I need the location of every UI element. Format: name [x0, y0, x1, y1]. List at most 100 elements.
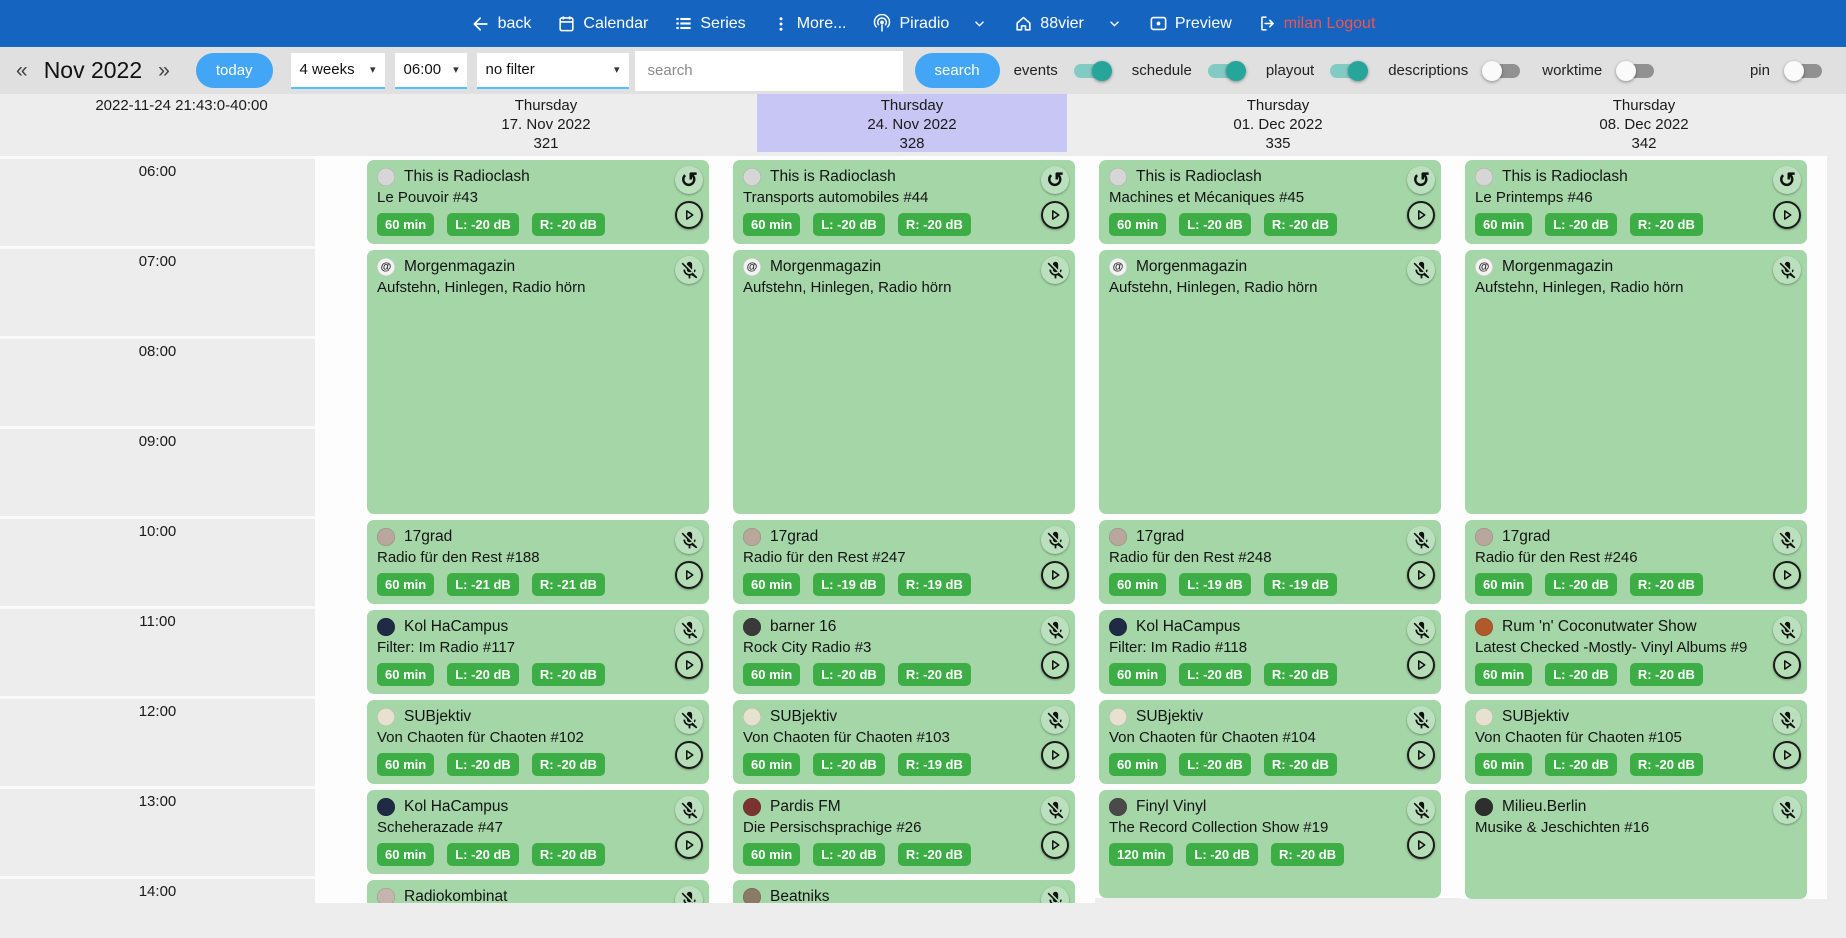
- toggle-playout-switch[interactable]: [1330, 60, 1369, 81]
- prev-month-button[interactable]: «: [16, 58, 28, 82]
- event-card[interactable]: Pardis FM Die Persischsprachige #26 60 m…: [733, 790, 1075, 874]
- nav-calendar[interactable]: Calendar: [557, 14, 648, 33]
- back-button[interactable]: back: [471, 14, 531, 34]
- play-button[interactable]: [1041, 831, 1069, 859]
- channel-menu[interactable]: 88vier: [1014, 14, 1084, 33]
- mic-off-icon: [681, 621, 697, 638]
- next-month-button[interactable]: »: [158, 58, 170, 82]
- nav-series[interactable]: Series: [674, 14, 746, 33]
- channel-dropdown-chevron[interactable]: [1106, 15, 1123, 32]
- event-card[interactable]: This is Radioclash Machines et Mécanique…: [1099, 160, 1441, 244]
- event-card[interactable]: This is Radioclash Transports automobile…: [733, 160, 1075, 244]
- event-card[interactable]: Beatniks: [733, 880, 1075, 903]
- play-triangle-icon: [1052, 570, 1060, 580]
- station-menu[interactable]: Piradio: [872, 13, 949, 34]
- toggle-group-schedule: schedule: [1132, 60, 1246, 81]
- play-button[interactable]: [1041, 561, 1069, 589]
- time-label: 10:00: [138, 523, 177, 540]
- play-button[interactable]: [1407, 201, 1435, 229]
- day-column-header-current[interactable]: Thursday 24. Nov 2022 328: [757, 94, 1067, 152]
- badge-row: 60 min L: -20 dB R: -20 dB: [743, 843, 1075, 866]
- toggle-descriptions-switch[interactable]: [1482, 60, 1521, 81]
- play-button[interactable]: [675, 741, 703, 769]
- play-button[interactable]: [1407, 741, 1435, 769]
- level-left-badge: L: -20 dB: [447, 843, 519, 866]
- event-card[interactable]: Kol HaCampus Scheherazade #47 60 min L: -…: [367, 790, 709, 874]
- play-button[interactable]: [1407, 561, 1435, 589]
- play-button[interactable]: [675, 651, 703, 679]
- toggle-schedule-switch[interactable]: [1207, 60, 1246, 81]
- event-card[interactable]: 17grad Radio für den Rest #188 60 min L: …: [367, 520, 709, 604]
- nav-more[interactable]: More...: [772, 15, 846, 33]
- level-right-badge: R: -20 dB: [897, 213, 971, 236]
- time-label: 12:00: [138, 703, 177, 720]
- play-button[interactable]: [1773, 201, 1801, 229]
- filter-select[interactable]: no filter ▾: [476, 52, 629, 89]
- event-card[interactable]: 17grad Radio für den Rest #248 60 min L: …: [1099, 520, 1441, 604]
- event-card[interactable]: Finyl Vinyl The Record Collection Show #…: [1099, 790, 1441, 898]
- duration-badge: 120 min: [1109, 843, 1174, 866]
- range-select[interactable]: 4 weeks ▾: [290, 52, 385, 89]
- play-button[interactable]: [1773, 561, 1801, 589]
- toggle-pin-switch[interactable]: [1784, 60, 1822, 81]
- badge-row: 60 min L: -20 dB R: -20 dB: [743, 663, 1075, 686]
- search-button[interactable]: search: [914, 53, 1000, 88]
- event-card[interactable]: Radiokombinat: [367, 880, 709, 903]
- day-column-header[interactable]: Thursday 17. Nov 2022 321: [391, 94, 701, 152]
- event-card[interactable]: This is Radioclash Le Printemps #46 60 m…: [1465, 160, 1807, 244]
- toggle-events-switch[interactable]: [1073, 60, 1112, 81]
- event-card[interactable]: 17grad Radio für den Rest #246 60 min L: …: [1465, 520, 1807, 604]
- event-card[interactable]: SUBjektiv Von Chaoten für Chaoten #103 6…: [733, 700, 1075, 784]
- play-button[interactable]: [1407, 831, 1435, 859]
- search-input[interactable]: [634, 50, 903, 91]
- day-column-header[interactable]: Thursday 01. Dec 2022 335: [1123, 94, 1433, 152]
- event-card[interactable]: Rum 'n' Coconutwater Show Latest Checked…: [1465, 610, 1807, 694]
- event-card[interactable]: SUBjektiv Von Chaoten für Chaoten #105 6…: [1465, 700, 1807, 784]
- event-card[interactable]: @ Morgenmagazin Aufstehn, Hinlegen, Radi…: [367, 250, 709, 514]
- duration-badge: 60 min: [1109, 213, 1167, 236]
- event-card[interactable]: barner 16 Rock City Radio #3 60 min L: -2…: [733, 610, 1075, 694]
- event-card[interactable]: Milieu.Berlin Musike & Jeschichten #16: [1465, 790, 1807, 899]
- day-header-date: 17. Nov 2022: [501, 116, 591, 133]
- play-button[interactable]: [1041, 741, 1069, 769]
- play-button[interactable]: [1773, 651, 1801, 679]
- level-right-badge: R: -20 dB: [1629, 753, 1703, 776]
- start-time-select[interactable]: 06:00 ▾: [394, 52, 467, 89]
- event-card[interactable]: @ Morgenmagazin Aufstehn, Hinlegen, Radi…: [1465, 250, 1807, 514]
- toggle-pin-label: pin: [1749, 62, 1770, 79]
- station-dropdown-chevron[interactable]: [971, 15, 988, 32]
- event-card[interactable]: SUBjektiv Von Chaoten für Chaoten #104 6…: [1099, 700, 1441, 784]
- play-button[interactable]: [1041, 201, 1069, 229]
- day-column-header[interactable]: Thursday 08. Dec 2022 342: [1489, 94, 1799, 152]
- event-card[interactable]: SUBjektiv Von Chaoten für Chaoten #102 6…: [367, 700, 709, 784]
- toggle-worktime-switch[interactable]: [1616, 60, 1655, 81]
- preview-button[interactable]: Preview: [1149, 14, 1232, 33]
- play-button[interactable]: [675, 831, 703, 859]
- today-button[interactable]: today: [195, 53, 273, 88]
- logout-button[interactable]: milan Logout: [1258, 14, 1375, 33]
- switch-knob: [1091, 60, 1112, 81]
- badge-row: 60 min L: -20 dB R: -20 dB: [377, 753, 709, 776]
- event-card[interactable]: Kol HaCampus Filter: Im Radio #117 60 mi…: [367, 610, 709, 694]
- event-card[interactable]: This is Radioclash Le Pouvoir #43 60 min…: [367, 160, 709, 244]
- mic-off-icon: [1413, 261, 1429, 278]
- event-card[interactable]: @ Morgenmagazin Aufstehn, Hinlegen, Radi…: [733, 250, 1075, 514]
- play-button[interactable]: [1407, 651, 1435, 679]
- hour-gridline: [0, 336, 315, 339]
- duration-badge: 60 min: [1109, 573, 1167, 596]
- play-button[interactable]: [1773, 741, 1801, 769]
- event-card[interactable]: @ Morgenmagazin Aufstehn, Hinlegen, Radi…: [1099, 250, 1441, 514]
- hour-gridline: [0, 606, 315, 609]
- event-card[interactable]: Kol HaCampus Filter: Im Radio #118 60 mi…: [1099, 610, 1441, 694]
- play-button[interactable]: [1041, 651, 1069, 679]
- play-button[interactable]: [675, 561, 703, 589]
- play-button[interactable]: [675, 201, 703, 229]
- level-right-badge: R: -20 dB: [1629, 663, 1703, 686]
- event-card[interactable]: 17grad Radio für den Rest #247 60 min L: …: [733, 520, 1075, 604]
- show-name: SUBjektiv: [1136, 707, 1204, 725]
- badge-row: 60 min L: -20 dB R: -20 dB: [377, 213, 709, 236]
- episode-title: Von Chaoten für Chaoten #102: [377, 729, 584, 746]
- hour-gridline: [0, 786, 315, 789]
- duration-badge: 60 min: [1475, 213, 1533, 236]
- toggle-group-worktime: worktime: [1542, 60, 1655, 81]
